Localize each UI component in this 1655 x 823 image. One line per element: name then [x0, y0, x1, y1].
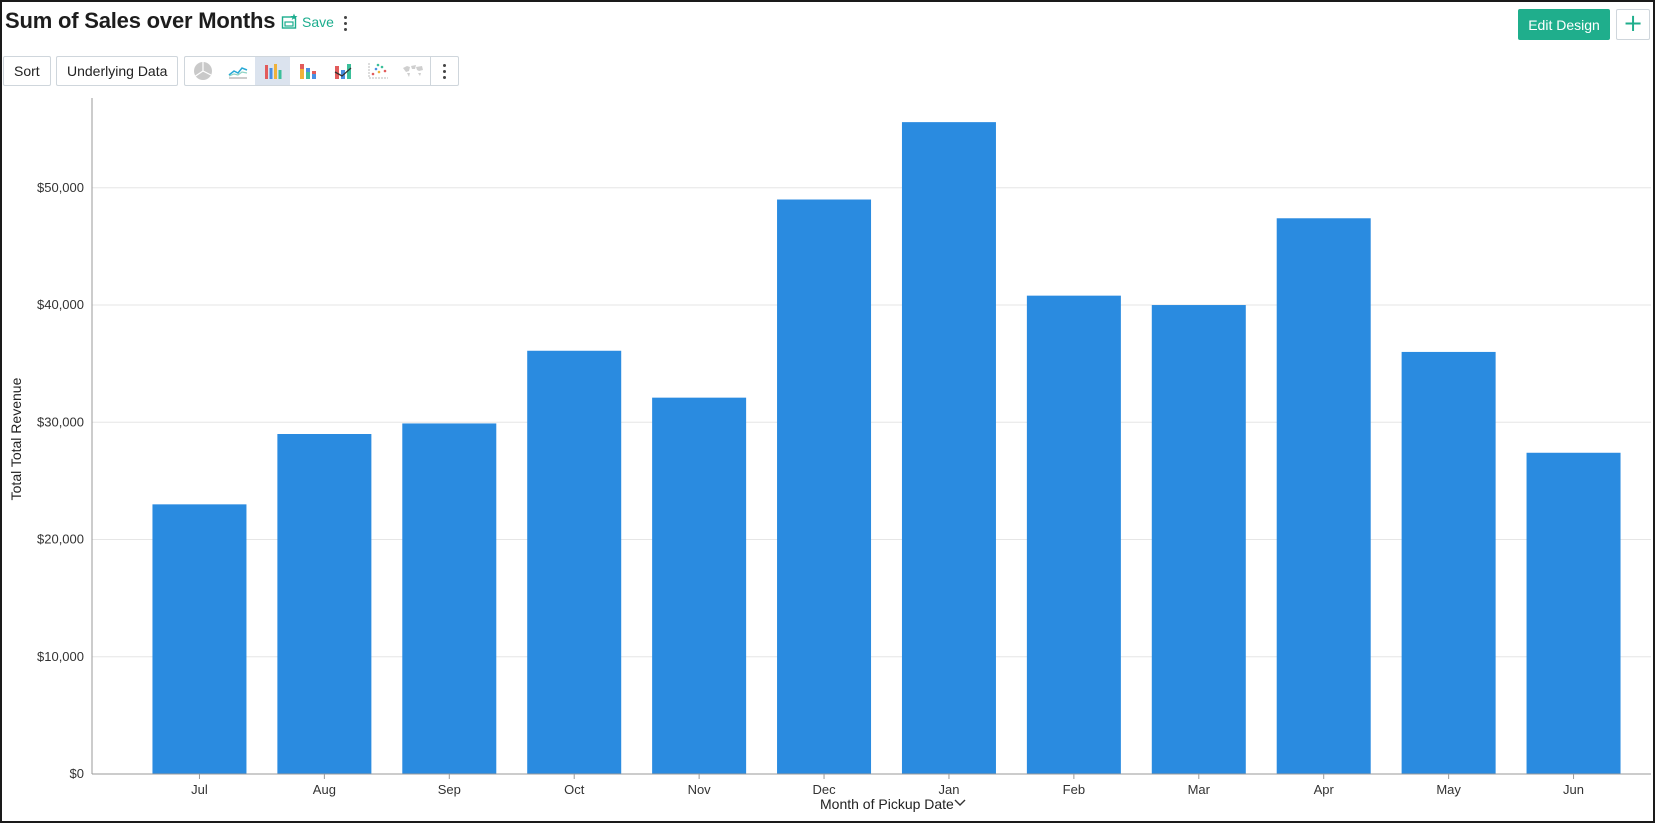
- x-tick-label: Apr: [1314, 782, 1335, 797]
- add-button[interactable]: +: [1616, 9, 1650, 40]
- bar-jul[interactable]: [152, 504, 247, 774]
- x-tick-label: Jan: [938, 782, 959, 797]
- x-tick-label: Jul: [191, 782, 208, 797]
- bar-feb[interactable]: [1026, 295, 1121, 774]
- x-tick-label: Aug: [313, 782, 336, 797]
- title-more-menu-icon[interactable]: [338, 13, 352, 33]
- bar-oct[interactable]: [527, 350, 622, 774]
- x-axis-label[interactable]: Month of Pickup Date: [820, 796, 954, 812]
- y-tick-label: $40,000: [37, 297, 84, 312]
- page-title: Sum of Sales over Months: [5, 8, 276, 33]
- x-axis-ticks: Jul Aug Sep Oct Nov Dec Jan Feb Mar Apr May Jun: [191, 774, 1584, 797]
- bar-aug[interactable]: [277, 434, 372, 774]
- bar-apr[interactable]: [1276, 218, 1371, 774]
- chart-type-more-icon: [437, 61, 451, 81]
- x-tick-label: Sep: [438, 782, 461, 797]
- y-tick-label: $20,000: [37, 532, 84, 547]
- map-chart-icon: [402, 65, 423, 77]
- bar-jun[interactable]: [1526, 452, 1621, 774]
- chart-type-stacked[interactable]: [290, 57, 325, 85]
- chart-type-line[interactable]: [220, 57, 255, 85]
- y-tick-label: $30,000: [37, 414, 84, 429]
- chart-type-scatter[interactable]: [360, 57, 395, 85]
- sort-button[interactable]: Sort: [3, 56, 51, 86]
- bar-may[interactable]: [1401, 351, 1496, 774]
- y-axis-label: Total Total Revenue: [8, 377, 24, 500]
- x-axis-label-group[interactable]: Month of Pickup Date: [820, 796, 966, 812]
- line-chart-icon: [228, 67, 247, 79]
- chevron-down-icon[interactable]: [954, 799, 966, 806]
- x-tick-label: Jun: [1563, 782, 1584, 797]
- edit-design-button[interactable]: Edit Design: [1518, 9, 1610, 40]
- bar-mar[interactable]: [1151, 305, 1246, 774]
- x-tick-label: Mar: [1188, 782, 1211, 797]
- bar-chart: $0 $10,000 $20,000 $30,000 $40,000 $50,000 Ju…: [8, 98, 1651, 812]
- x-tick-label: Oct: [564, 782, 585, 797]
- chart-type-switcher: [184, 56, 459, 86]
- bars: [152, 122, 1621, 775]
- combination-chart-icon: [334, 64, 351, 79]
- bar-dec[interactable]: [777, 199, 872, 775]
- save-button[interactable]: Save: [281, 13, 334, 31]
- x-tick-label: Nov: [688, 782, 712, 797]
- pie-chart-icon: [193, 62, 212, 80]
- chart-type-more[interactable]: [430, 57, 457, 85]
- chart-type-combination[interactable]: [325, 57, 360, 85]
- y-axis-ticks: $0 $10,000 $20,000 $30,000 $40,000 $50,000: [37, 180, 84, 781]
- bar-chart-icon: [264, 64, 281, 79]
- x-tick-label: Dec: [812, 782, 836, 797]
- stacked-bar-chart-icon: [299, 64, 316, 79]
- save-label: Save: [302, 14, 334, 30]
- bar-jan[interactable]: [901, 122, 996, 774]
- underlying-data-button[interactable]: Underlying Data: [56, 56, 179, 86]
- chart-type-bar[interactable]: [255, 57, 290, 85]
- bar-nov[interactable]: [652, 397, 747, 774]
- bar-sep[interactable]: [402, 423, 497, 774]
- y-tick-label: $0: [70, 766, 84, 781]
- scatter-chart-icon: [368, 63, 388, 79]
- chart-type-map[interactable]: [395, 57, 430, 85]
- x-tick-label: May: [1436, 782, 1461, 797]
- x-tick-label: Feb: [1063, 782, 1085, 797]
- y-tick-label: $10,000: [37, 649, 84, 664]
- chart-type-pie[interactable]: [185, 57, 220, 85]
- y-tick-label: $50,000: [37, 180, 84, 195]
- save-icon: [281, 13, 298, 29]
